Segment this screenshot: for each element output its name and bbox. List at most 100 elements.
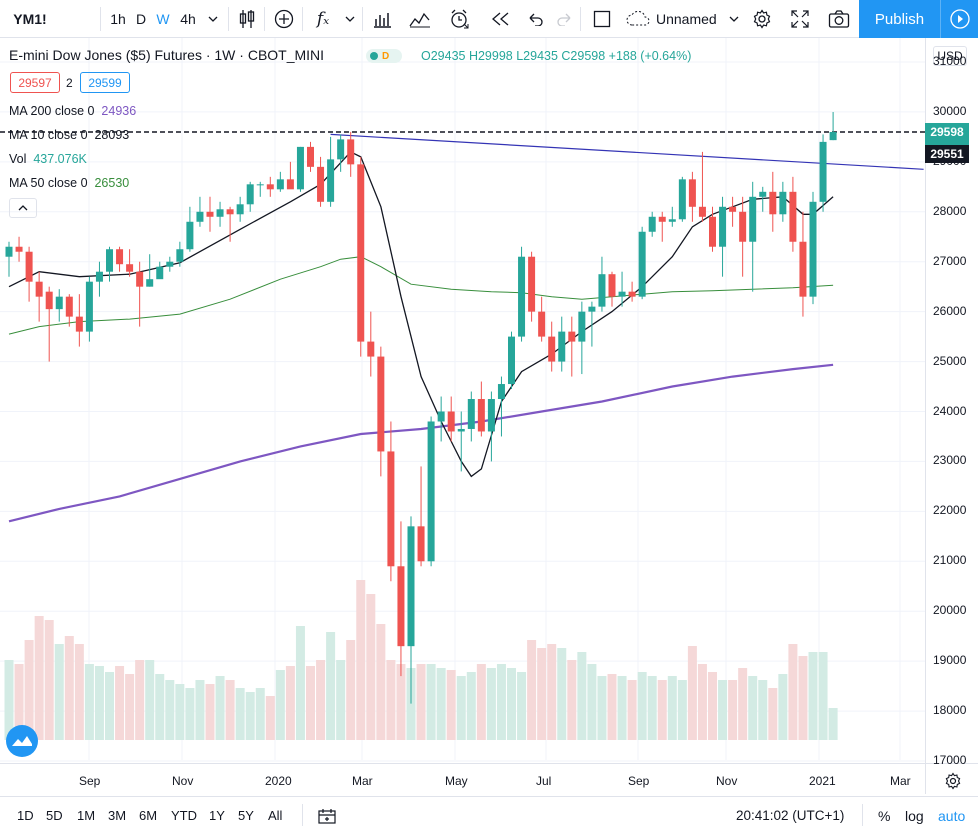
range-1m[interactable]: 1M xyxy=(77,808,96,823)
price-tick-label: 22000 xyxy=(933,503,967,518)
volume-bar xyxy=(728,680,738,740)
price-tick-label: 30000 xyxy=(933,103,967,118)
ma50-legend[interactable]: MA 50 close 0 26530 xyxy=(9,176,129,190)
undo-icon[interactable] xyxy=(524,0,548,38)
axis-settings-icon[interactable] xyxy=(944,772,962,793)
volume-bar xyxy=(125,674,135,740)
volume-bar xyxy=(426,664,436,740)
toolbar-divider xyxy=(302,804,303,826)
volume-bar xyxy=(235,688,245,740)
candle-body xyxy=(588,306,596,312)
percent-toggle[interactable]: % xyxy=(878,807,891,824)
range-3m[interactable]: 3M xyxy=(108,808,127,823)
volume-legend[interactable]: Vol 437.076K xyxy=(9,152,87,166)
range-6m[interactable]: 6M xyxy=(139,808,158,823)
indicators-icon[interactable]: 𝑓ₓ xyxy=(316,9,330,29)
range-1y[interactable]: 1Y xyxy=(209,808,225,823)
publish-button[interactable]: Publish xyxy=(859,0,940,38)
price-tick-label: 19000 xyxy=(933,653,967,668)
interval-1h[interactable]: 1h xyxy=(110,11,126,27)
range-5d[interactable]: 5D xyxy=(46,808,63,823)
volume-bar xyxy=(105,672,114,740)
ask-price-box[interactable]: 29599 xyxy=(80,72,130,93)
range-1d[interactable]: 1D xyxy=(17,808,34,823)
candle-body xyxy=(678,179,686,220)
currency-label[interactable]: USD xyxy=(933,46,967,66)
candle-body xyxy=(196,211,204,222)
volume-bar xyxy=(4,660,14,740)
candle-body xyxy=(598,274,606,307)
candle-body xyxy=(186,221,194,250)
redo-icon[interactable] xyxy=(552,0,576,38)
bar-style-icon[interactable] xyxy=(234,0,260,38)
volume-bar xyxy=(205,684,215,740)
price-chart[interactable] xyxy=(0,38,978,794)
volume-bar xyxy=(748,676,758,740)
realtime-badge: D xyxy=(366,49,402,63)
candle-body xyxy=(568,331,576,342)
ma200-legend[interactable]: MA 200 close 0 24936 xyxy=(9,104,136,118)
volume-value: 437.076K xyxy=(33,152,87,166)
toolbar-divider xyxy=(228,7,229,31)
volume-bar xyxy=(24,640,34,740)
volume-bar xyxy=(758,680,768,740)
bottom-toolbar: 1D 5D 1M 3M 6M YTD 1Y 5Y All 20:41:02 (U… xyxy=(0,796,978,833)
volume-bar xyxy=(607,674,617,740)
range-all[interactable]: All xyxy=(268,808,283,823)
bid-price-box[interactable]: 29597 xyxy=(10,72,60,93)
candle-body xyxy=(518,256,526,337)
alert-icon[interactable] xyxy=(444,0,474,38)
tradingview-logo-icon[interactable] xyxy=(6,725,38,757)
ma10-legend[interactable]: MA 10 close 0 28093 xyxy=(9,128,129,142)
volume-bar xyxy=(798,656,808,740)
volume-bar xyxy=(255,688,265,740)
volume-bar xyxy=(376,624,386,740)
rectangle-icon[interactable] xyxy=(588,0,616,38)
interval-d[interactable]: D xyxy=(135,11,147,27)
chart-area[interactable] xyxy=(0,38,978,794)
candle-body xyxy=(508,336,515,385)
snapshot-icon[interactable] xyxy=(824,0,854,38)
candle-body xyxy=(829,131,837,141)
candle-body xyxy=(156,266,164,280)
candle-body xyxy=(216,209,224,217)
ma10-value: 28093 xyxy=(94,128,130,142)
layout-selector[interactable]: Unnamed xyxy=(626,0,746,38)
financials-icon[interactable] xyxy=(368,0,396,38)
range-ytd[interactable]: YTD xyxy=(171,808,197,823)
goto-date-icon[interactable] xyxy=(318,797,336,834)
toolbar-divider xyxy=(264,7,265,31)
settings-icon[interactable] xyxy=(748,0,776,38)
interval-w[interactable]: W xyxy=(156,11,170,27)
candle-body xyxy=(256,184,264,186)
replay-icon[interactable] xyxy=(486,0,514,38)
candle-body xyxy=(206,211,214,217)
volume-bar xyxy=(466,672,476,740)
add-compare-icon[interactable] xyxy=(270,0,298,38)
play-icon[interactable] xyxy=(940,0,978,38)
volume-bar xyxy=(768,688,778,740)
log-toggle[interactable]: log xyxy=(905,807,924,824)
fullscreen-icon[interactable] xyxy=(786,0,814,38)
templates-icon[interactable] xyxy=(406,0,434,38)
candle-body xyxy=(387,451,395,567)
volume-bar xyxy=(547,644,557,740)
dropdown-chevron-icon[interactable] xyxy=(342,0,358,38)
price-tick-label: 23000 xyxy=(933,453,967,468)
range-5y[interactable]: 5Y xyxy=(238,808,254,823)
symbol-search[interactable]: YM1! xyxy=(13,11,47,27)
volume-bar xyxy=(135,660,145,740)
candle-body xyxy=(276,179,284,190)
interval-4h[interactable]: 4h xyxy=(180,11,196,27)
volume-bar xyxy=(657,680,667,740)
volume-bar xyxy=(496,664,506,740)
volume-bar xyxy=(306,666,315,740)
volume-bar xyxy=(295,626,305,740)
clock-label[interactable]: 20:41:02 (UTC+1) xyxy=(736,808,845,823)
candle-body xyxy=(457,428,465,432)
price-tick-label: 21000 xyxy=(933,553,967,568)
candle-body xyxy=(337,139,345,160)
auto-toggle[interactable]: auto xyxy=(938,807,966,824)
collapse-legend-button[interactable] xyxy=(9,198,37,218)
dropdown-chevron-icon[interactable] xyxy=(204,0,222,38)
